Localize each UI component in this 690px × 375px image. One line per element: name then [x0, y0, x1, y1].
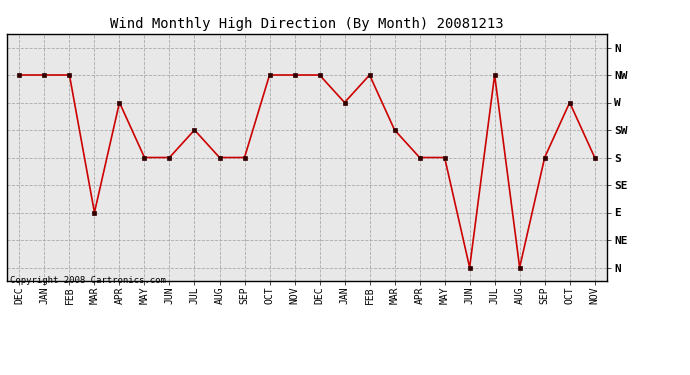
- Title: Wind Monthly High Direction (By Month) 20081213: Wind Monthly High Direction (By Month) 2…: [110, 17, 504, 31]
- Text: Copyright 2008 Cartronics.com: Copyright 2008 Cartronics.com: [10, 276, 166, 285]
